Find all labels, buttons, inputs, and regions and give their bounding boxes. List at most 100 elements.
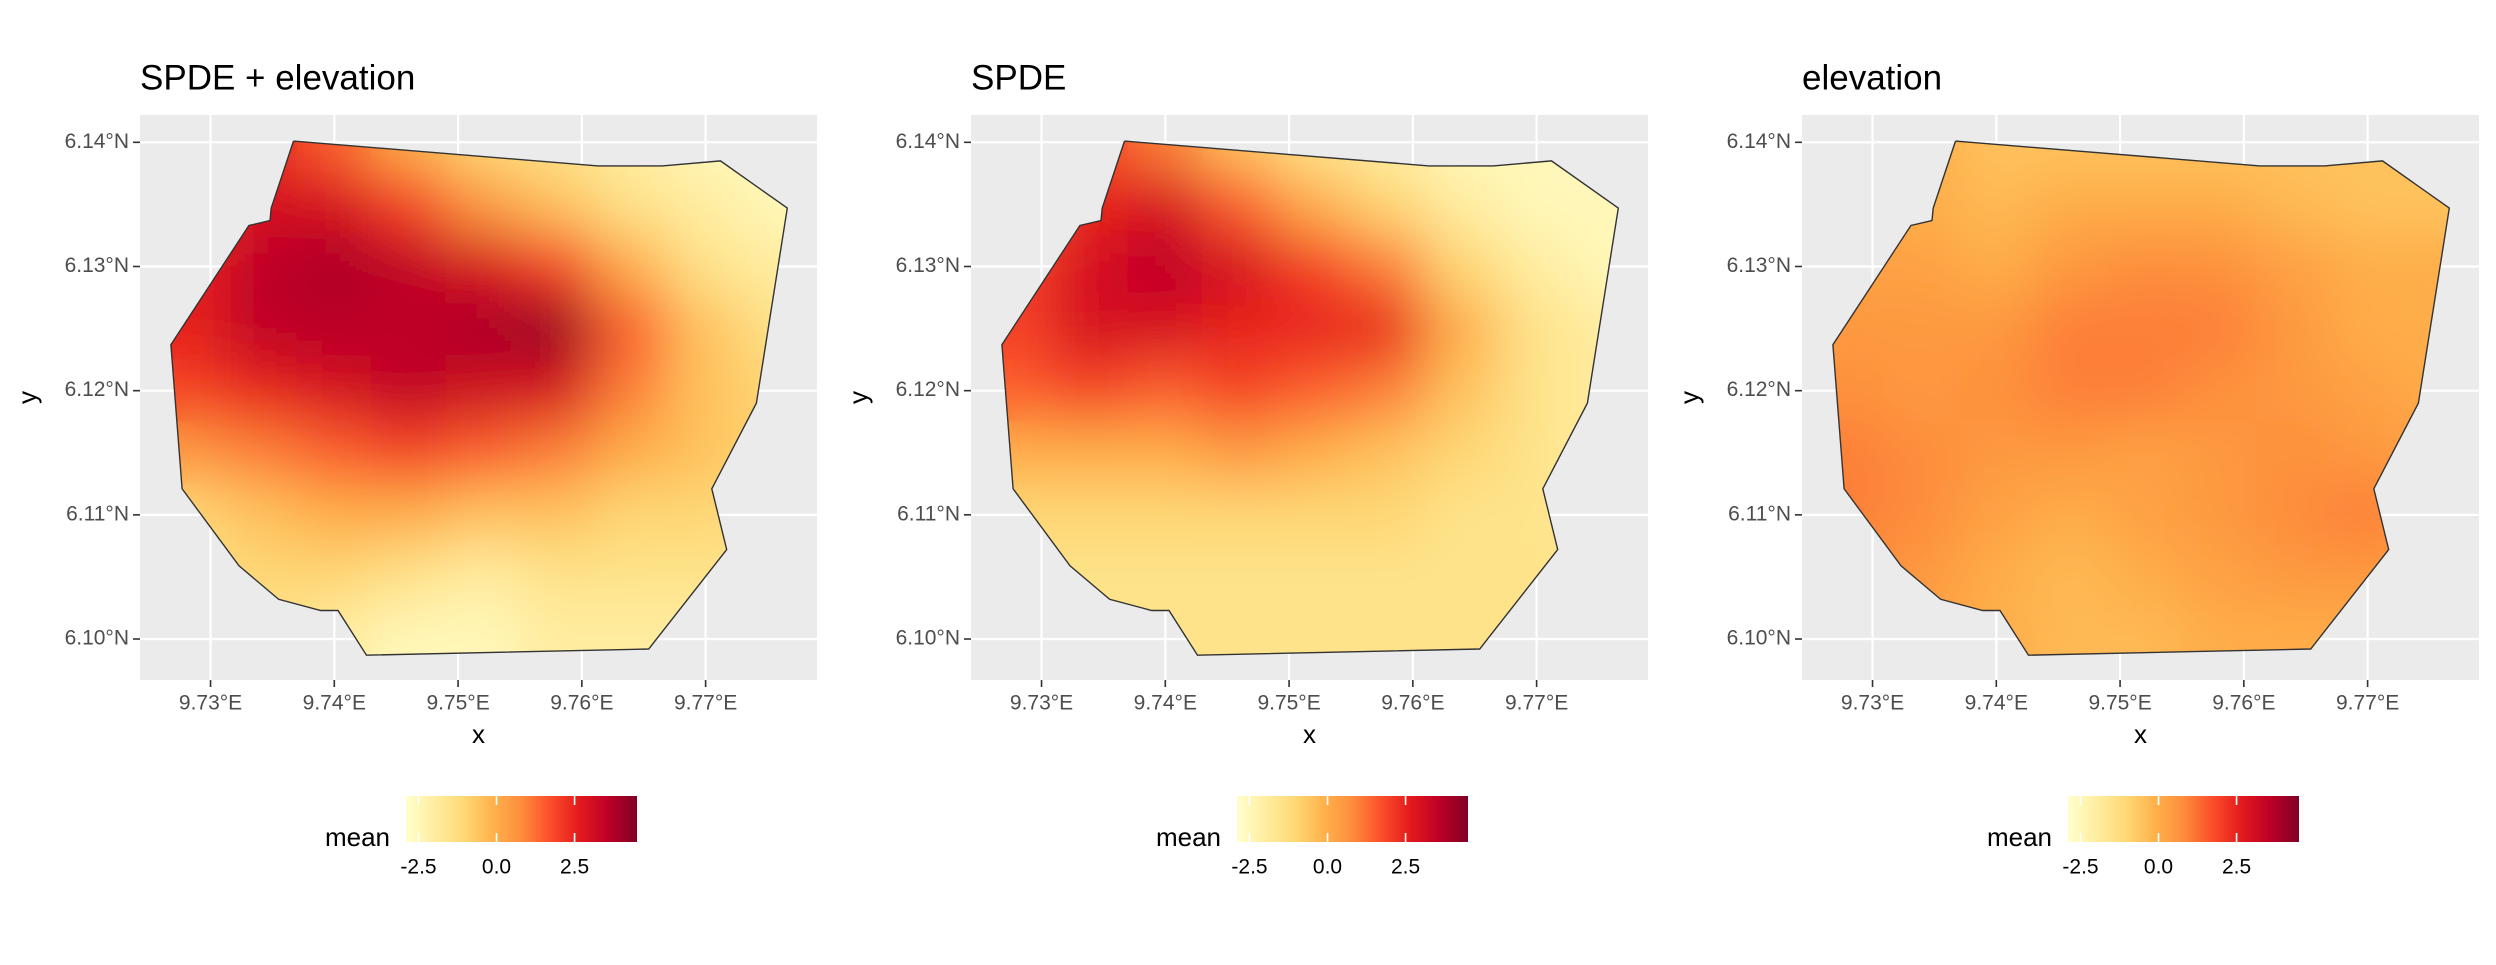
colorbar-tick-label: 0.0: [2144, 856, 2173, 879]
x-tick-label: 9.75°E: [426, 692, 489, 715]
raster-cell: [1350, 483, 1426, 547]
raster-cell: [2032, 607, 2109, 656]
panel: SPDE 9.73°E 9.74°E 9.75°E 9.76°E 9.77°E 6.10°N…: [843, 58, 1648, 879]
raster-cell: [593, 545, 669, 609]
boundary: [170, 140, 789, 656]
x-tick-label: 9.73°E: [1010, 692, 1073, 715]
raster-cell: [222, 483, 298, 547]
x-tick-label: 9.75°E: [2088, 692, 2151, 715]
y-tick-label: 6.10°N: [65, 627, 129, 650]
x-tick-label: 9.76°E: [550, 692, 613, 715]
chart-title: elevation: [1802, 58, 1942, 97]
raster-cell: [445, 421, 521, 485]
raster-cell: [2255, 421, 2331, 485]
raster-cell: [1958, 234, 2034, 299]
raster-cell: [2107, 483, 2183, 547]
y-tick-label: 6.10°N: [896, 627, 960, 650]
raster-cell: [1884, 359, 1960, 423]
raster-cell: [370, 172, 447, 236]
raster-cell: [222, 297, 298, 361]
colorbar-tick-label: -2.5: [2062, 856, 2098, 879]
raster-cell: [1424, 421, 1500, 485]
raster-cell: [2329, 172, 2406, 236]
y-tick-label: 6.11°N: [66, 502, 129, 525]
panel: SPDE + elevation 9.73°E 9.74°E 9.75°E 9.76°E…: [12, 58, 817, 879]
raster-cell: [1958, 421, 2034, 485]
raster-cell: [2107, 297, 2183, 361]
raster-cell: [1350, 234, 1426, 299]
raster-cell: [2107, 421, 2183, 485]
raster-cell: [1276, 359, 1352, 423]
raster-cell: [445, 359, 521, 423]
raster-cell: [2032, 421, 2109, 485]
raster-cell: [1884, 421, 1960, 485]
chart-title: SPDE + elevation: [140, 58, 415, 97]
raster-cell: [445, 234, 521, 299]
panel: elevation 9.73°E 9.74°E 9.75°E 9.76°E 9.77°E 6…: [1674, 58, 2479, 879]
raster-cell: [222, 359, 298, 423]
raster-cell: [445, 172, 521, 236]
raster-cell: [1498, 297, 1575, 361]
colorbar-tick-label: 2.5: [560, 856, 589, 879]
x-tick-label: 9.74°E: [1134, 692, 1197, 715]
raster-cell: [1424, 172, 1500, 236]
raster-cells: [1001, 141, 1619, 656]
raster-cell: [370, 421, 447, 485]
raster-cell: [2181, 483, 2257, 547]
raster-cell: [519, 421, 595, 485]
x-tick-label: 9.73°E: [179, 692, 242, 715]
y-tick-label: 6.11°N: [897, 502, 960, 525]
raster-cell: [2107, 545, 2183, 609]
x-tick-label: 9.77°E: [2336, 692, 2399, 715]
raster-cell: [2107, 234, 2183, 299]
raster-cell: [667, 172, 744, 236]
raster-cell: [2255, 234, 2331, 299]
raster-cell: [1001, 359, 1055, 423]
raster-cell: [370, 234, 447, 299]
raster-cell: [1350, 172, 1426, 236]
raster-cell: [370, 607, 447, 656]
colorbar: [2068, 796, 2299, 842]
raster-cell: [1276, 607, 1352, 656]
raster-cell: [1424, 545, 1500, 609]
raster-cell: [519, 545, 595, 609]
raster-cell: [445, 483, 521, 547]
raster-cell: [2107, 172, 2183, 236]
raster-smooth: [1001, 141, 1619, 656]
raster-cell: [1350, 421, 1426, 485]
legend-title: mean: [1987, 822, 2052, 852]
y-tick-label: 6.13°N: [1727, 254, 1791, 277]
raster-cell: [519, 297, 595, 361]
raster-cell: [1276, 172, 1352, 236]
raster-cells: [1832, 141, 2450, 656]
raster-cell: [1201, 421, 1278, 485]
raster-cell: [1424, 359, 1500, 423]
raster-cell: [2255, 483, 2331, 547]
colorbar: [406, 796, 637, 842]
colorbar-tick-label: 2.5: [1391, 856, 1420, 879]
colorbar: [1237, 796, 1468, 842]
raster-cell: [1350, 297, 1426, 361]
raster-cell: [1127, 545, 1203, 609]
y-tick-label: 6.12°N: [1727, 378, 1791, 401]
raster-cell: [2255, 172, 2331, 236]
raster-cell: [519, 234, 595, 299]
y-tick-label: 6.10°N: [1727, 627, 1791, 650]
raster-cell: [2329, 297, 2406, 361]
boundary: [1001, 140, 1620, 656]
x-tick-label: 9.73°E: [1841, 692, 1904, 715]
raster-cell: [370, 545, 447, 609]
raster-cell: [1884, 297, 1960, 361]
raster-cell: [2107, 359, 2183, 423]
x-tick-label: 9.74°E: [1965, 692, 2028, 715]
raster-cell: [1276, 297, 1352, 361]
raster-cell: [370, 483, 447, 547]
raster-cell: [593, 421, 669, 485]
raster-cell: [593, 359, 669, 423]
raster-cell: [519, 359, 595, 423]
raster-cell: [2181, 297, 2257, 361]
raster-cell: [1832, 359, 1886, 423]
raster-cell: [667, 234, 744, 299]
raster-cell: [1127, 172, 1203, 236]
raster-cell: [2255, 297, 2331, 361]
